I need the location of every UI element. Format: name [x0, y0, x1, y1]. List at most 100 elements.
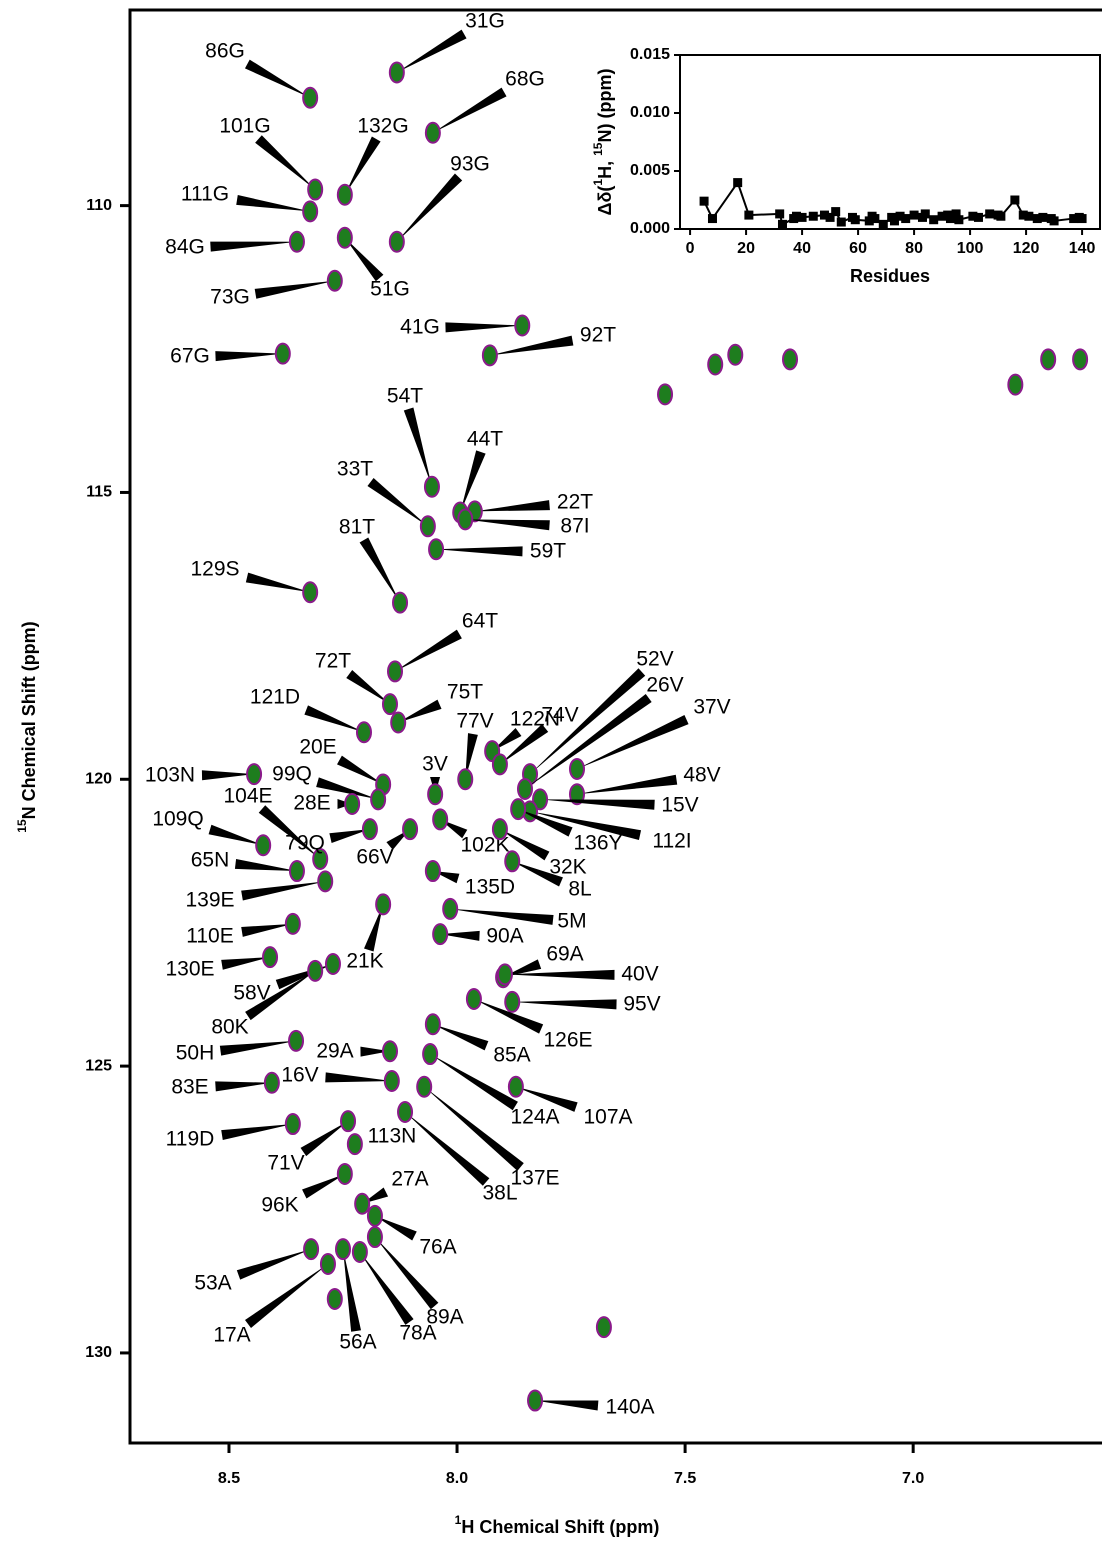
peak: [351, 1240, 368, 1263]
peak-label: 96K: [261, 1194, 298, 1217]
leader-wedge: [465, 519, 550, 531]
peak-label: 52V: [636, 648, 673, 671]
marker: [937, 211, 947, 221]
peak: [424, 1013, 441, 1036]
marker: [1049, 216, 1059, 226]
peak: [336, 183, 353, 206]
peak-label: 81T: [339, 516, 375, 539]
peak: [491, 818, 508, 841]
leader-wedge: [215, 351, 283, 362]
peak: [387, 660, 404, 683]
peak: [370, 788, 387, 811]
peak: [424, 121, 441, 144]
peak: [402, 818, 419, 841]
marker: [791, 211, 801, 221]
peak-label: 83E: [171, 1076, 208, 1099]
peak-label: 84G: [165, 236, 205, 259]
leader-wedge: [492, 727, 522, 752]
peak: [312, 848, 329, 871]
leader-wedge: [396, 173, 463, 242]
peak: [517, 778, 534, 801]
leader-wedge: [577, 774, 678, 795]
x-tick-label: 20: [737, 240, 755, 257]
peak: [532, 788, 549, 811]
peak: [465, 987, 482, 1010]
marker: [808, 211, 818, 221]
y-tick-label: 0.000: [630, 220, 670, 237]
marker: [836, 217, 846, 227]
peak-label: 92T: [580, 324, 616, 347]
peak: [707, 353, 724, 376]
y-tick-label: 120: [85, 770, 112, 787]
marker: [777, 219, 787, 229]
leader-wedge: [465, 733, 478, 780]
peak-label: 64T: [462, 610, 498, 633]
peak-label: 95V: [623, 993, 660, 1016]
leader-wedge: [241, 881, 326, 901]
leader-wedge: [221, 957, 271, 970]
peak: [481, 344, 498, 367]
peak-label: 21K: [346, 950, 383, 973]
leader-wedge: [245, 572, 311, 593]
peak-label: 41G: [400, 316, 440, 339]
peak: [432, 808, 449, 831]
peak-label: 8L: [568, 878, 591, 901]
peak-label: 29A: [316, 1040, 353, 1063]
leader-wedge: [474, 500, 550, 512]
leader-wedge: [201, 770, 255, 781]
y-tick-label: 115: [86, 484, 112, 501]
y-axis-label-text: Δδ(: [595, 186, 615, 216]
marker: [878, 219, 888, 229]
peak-label: 130E: [165, 958, 214, 981]
marker: [864, 216, 874, 226]
y-axis-label: Δδ(1H, 15N) (ppm): [591, 69, 615, 216]
superscript: 1: [455, 1513, 462, 1527]
peak-label: 56A: [339, 1331, 376, 1354]
peak: [657, 383, 674, 406]
leader-wedge: [221, 1124, 293, 1140]
peak-label: 90A: [486, 925, 523, 948]
peak: [317, 870, 334, 893]
marker: [945, 214, 955, 224]
peak-label: 75T: [447, 681, 483, 704]
leader-wedge: [244, 1264, 328, 1328]
leader-wedge: [316, 777, 379, 800]
leader-wedge: [329, 829, 370, 844]
marker: [831, 207, 841, 217]
peak-label: 87I: [560, 515, 589, 538]
leader-wedge: [398, 699, 442, 723]
marker: [985, 209, 995, 219]
peak-label: 31G: [465, 10, 505, 33]
peak: [381, 1040, 398, 1063]
peak: [1007, 373, 1024, 396]
peak-label: 27A: [391, 1168, 428, 1191]
leader-wedge: [445, 322, 523, 333]
marker: [1010, 195, 1020, 205]
y-tick-label: 130: [85, 1344, 112, 1361]
marker: [901, 214, 911, 224]
leader-wedge: [325, 1072, 392, 1083]
x-tick-label: 8.5: [218, 1470, 240, 1487]
leader-wedge: [304, 705, 364, 733]
peak: [507, 1075, 524, 1098]
peak: [354, 1192, 371, 1215]
marker: [733, 178, 743, 188]
leader-wedge: [535, 1400, 599, 1411]
peak: [569, 757, 586, 780]
peak: [397, 1100, 414, 1123]
peak: [307, 959, 324, 982]
peak: [381, 693, 398, 716]
marker: [920, 209, 930, 219]
peak-label: 44T: [467, 428, 503, 451]
peak-label: 51G: [370, 278, 410, 301]
peak-label: 103N: [145, 764, 195, 787]
marker: [1038, 212, 1048, 222]
peak-label: 28E: [293, 792, 330, 815]
peak: [284, 1113, 301, 1136]
leader-wedge: [374, 1237, 439, 1310]
peak: [274, 342, 291, 365]
peak-label: 26V: [646, 674, 683, 697]
peak: [1072, 348, 1089, 371]
peak: [375, 893, 392, 916]
peak-label: 22T: [557, 491, 593, 514]
